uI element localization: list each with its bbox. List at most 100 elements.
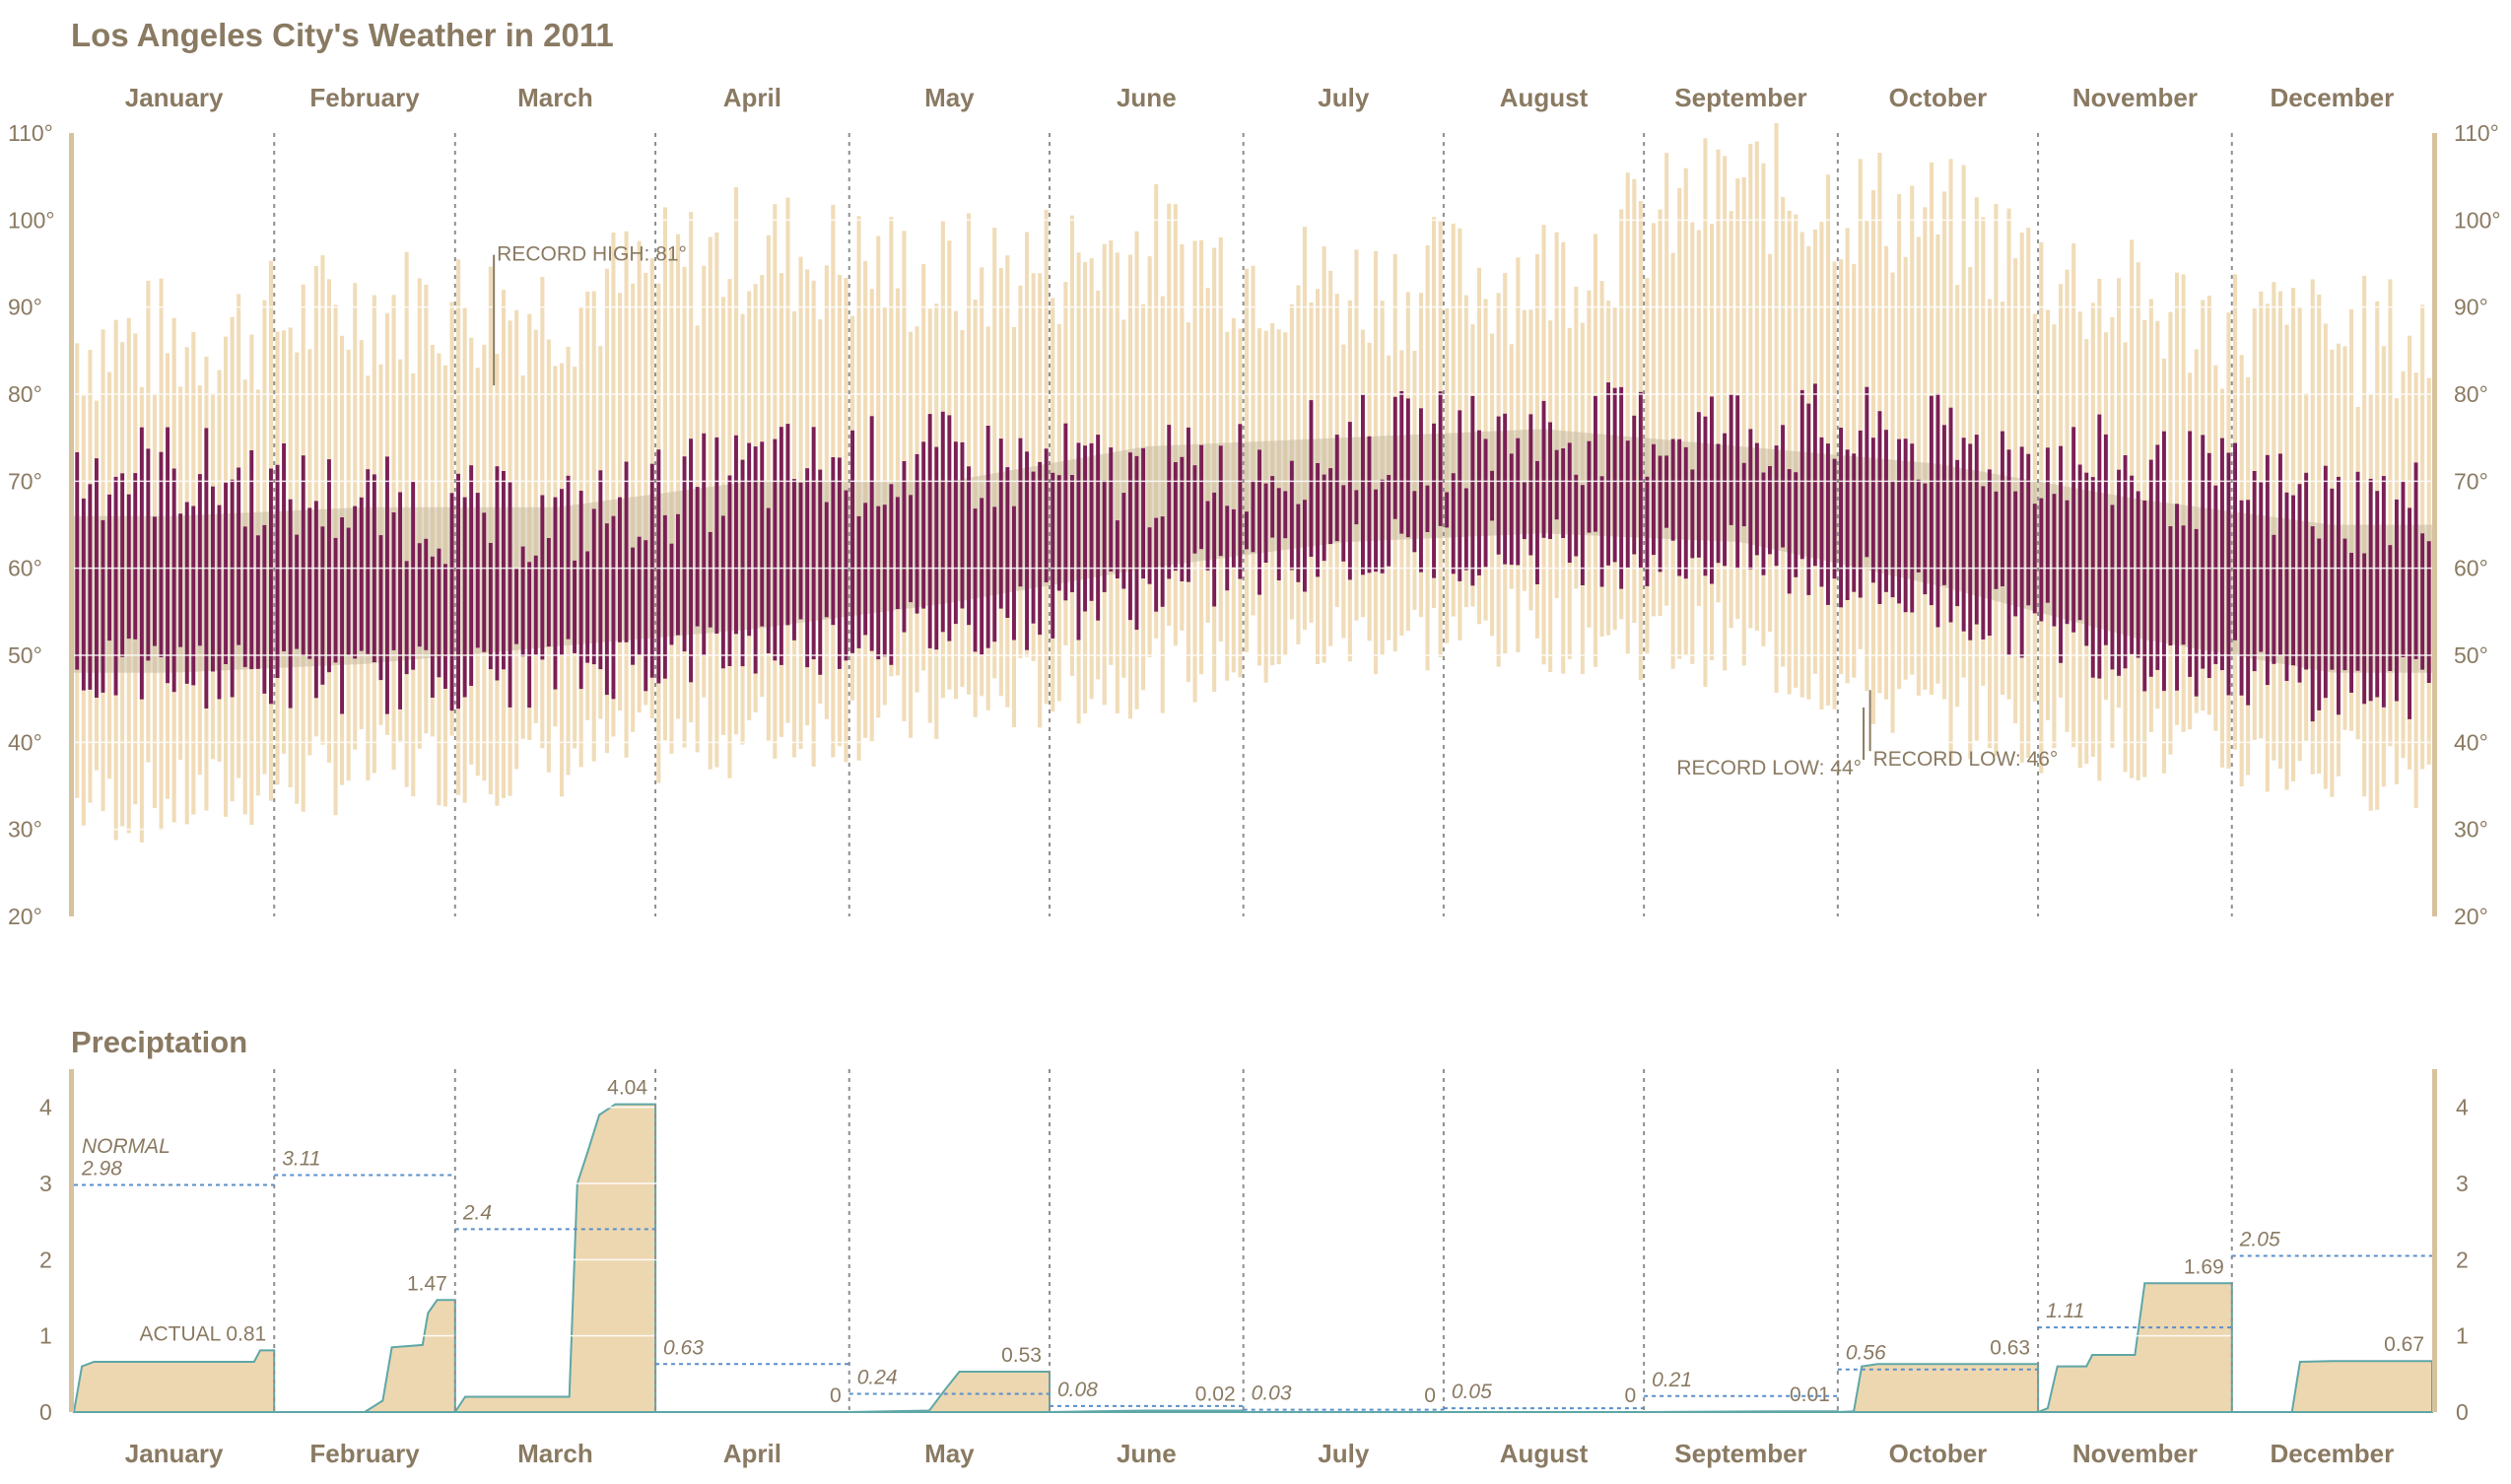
record-low-annotation: RECORD LOW: 44° [1676, 757, 1862, 779]
actual-range-bar [2233, 442, 2237, 641]
actual-range-bar [2297, 484, 2302, 683]
temperature-y-tick-left: 30° [8, 817, 42, 843]
record-range-bar [1251, 265, 1256, 616]
actual-range-bar [2226, 452, 2231, 696]
actual-range-bar [1632, 415, 1637, 555]
actual-range-bar [1774, 445, 1779, 567]
precip-normal-label: 2.4 [462, 1201, 492, 1224]
record-range-bar [1768, 253, 1773, 633]
precip-normal-label: 0.24 [857, 1366, 898, 1388]
record-range-bar [1683, 168, 1688, 656]
actual-range-bar [980, 498, 984, 655]
precip-y-tick-right: 3 [2456, 1171, 2469, 1196]
actual-range-bar [2090, 477, 2095, 678]
record-range-bar [2181, 274, 2186, 732]
record-range-bar [1703, 138, 1708, 688]
actual-range-bar [818, 469, 823, 675]
record-range-bar [967, 213, 972, 695]
record-range-bar [1167, 203, 1172, 626]
record-range-bar [662, 207, 667, 741]
actual-range-bar [1154, 517, 1159, 612]
temperature-y-tick-left: 90° [8, 295, 42, 320]
actual-range-bar [424, 538, 429, 650]
actual-range-bar [2188, 431, 2193, 677]
record-high-annotation: RECORD HIGH: 81° [497, 243, 687, 266]
actual-range-bar [1748, 429, 1753, 570]
actual-range-bar [1432, 423, 1436, 578]
actual-range-bar [1703, 416, 1708, 576]
record-range-bar [1826, 174, 1831, 706]
actual-range-bar [1794, 472, 1798, 577]
actual-range-bar [1361, 394, 1365, 575]
actual-range-bar [1554, 449, 1559, 520]
actual-range-bar [1205, 501, 1210, 571]
actual-range-bar [385, 456, 389, 714]
actual-range-bar [282, 443, 286, 651]
record-range-bar [1173, 204, 1178, 646]
actual-range-bar [417, 543, 422, 647]
record-range-bar [1774, 122, 1779, 693]
actual-range-bar [546, 538, 551, 647]
actual-range-bar [113, 476, 118, 696]
actual-range-bar [1483, 438, 1488, 568]
actual-range-bar [1929, 395, 1934, 606]
actual-range-bar [88, 484, 93, 690]
month-label-top: December [2271, 83, 2395, 112]
actual-range-bar [1574, 474, 1579, 557]
actual-range-bar [1374, 489, 1378, 573]
month-label-bottom: September [1674, 1439, 1806, 1468]
actual-range-bar [1063, 423, 1068, 601]
actual-range-bar [1270, 476, 1275, 538]
actual-range-bar [1038, 461, 1043, 636]
actual-range-bar [1387, 475, 1391, 567]
record-range-bar [1961, 165, 1966, 678]
month-label-top: June [1117, 83, 1177, 112]
actual-range-bar [1735, 395, 1740, 570]
actual-range-bar [953, 441, 958, 625]
actual-range-bar [902, 461, 907, 633]
actual-range-bar [1096, 435, 1101, 621]
month-label-top: March [517, 83, 593, 112]
actual-range-bar [1121, 493, 1126, 589]
actual-range-bar [1212, 492, 1217, 607]
record-range-bar [1748, 143, 1753, 629]
record-low-annotation: RECORD LOW: 46° [1873, 748, 2059, 771]
actual-range-bar [1870, 438, 1875, 583]
actual-range-bar [133, 473, 138, 640]
record-range-bar [1632, 178, 1637, 623]
actual-range-bar [475, 493, 480, 648]
actual-range-bar [604, 523, 609, 696]
actual-range-bar [288, 499, 293, 708]
precip-actual-label: 0 [1424, 1384, 1436, 1407]
actual-range-bar [2395, 499, 2399, 702]
temperature-y-tick-left: 40° [8, 729, 42, 755]
actual-range-bar [462, 497, 467, 698]
actual-range-bar [1987, 469, 1992, 637]
actual-range-bar [1328, 468, 1333, 545]
actual-range-bar [1852, 453, 1857, 592]
actual-range-bar [2052, 494, 2057, 627]
precip-normal-label: 2.98 [81, 1158, 122, 1180]
actual-range-bar [2168, 526, 2173, 646]
actual-range-bar [353, 506, 358, 659]
actual-range-bar [869, 416, 874, 651]
actual-range-bar [1392, 396, 1397, 519]
actual-range-bar [1890, 480, 1895, 598]
actual-range-bar [1005, 467, 1010, 618]
actual-range-bar [695, 487, 700, 627]
actual-range-bar [139, 427, 144, 700]
actual-range-bar [171, 468, 176, 693]
temperature-left-axis [69, 133, 74, 916]
actual-range-bar [2059, 445, 2063, 663]
actual-range-bar [940, 411, 945, 633]
precip-normal-label: 1.11 [2046, 1300, 2084, 1322]
actual-range-bar [540, 495, 545, 660]
actual-range-bar [985, 426, 990, 648]
actual-range-bar [2097, 414, 2102, 679]
actual-range-bar [1528, 414, 1533, 556]
record-range-bar [2388, 279, 2393, 747]
actual-range-bar [411, 481, 416, 670]
actual-range-bar [1367, 436, 1372, 573]
precip-actual-label: 0.01 [1790, 1383, 1830, 1406]
